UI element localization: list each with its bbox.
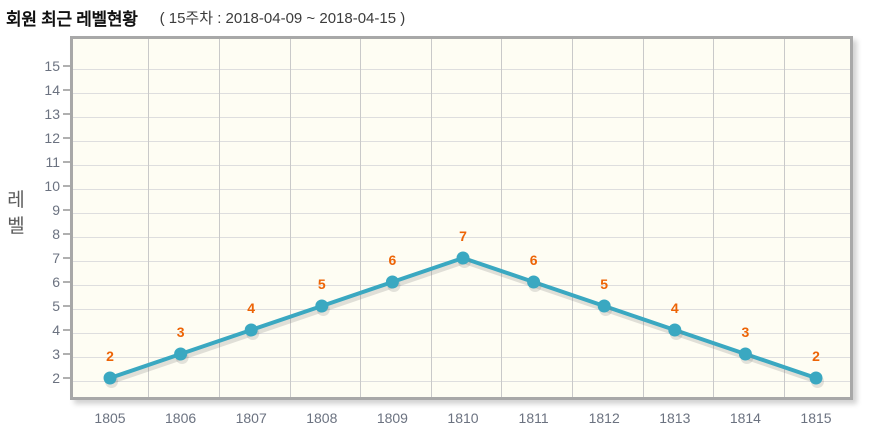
x-axis-tick-label: 1807 [235, 410, 267, 426]
gridline-vertical [430, 39, 432, 397]
y-axis-tick-label: 15 [44, 58, 60, 74]
chart-header: 회원 최근 레벨현황 ( 15주차 : 2018-04-09 ~ 2018-04… [0, 0, 879, 34]
gridline-vertical [289, 39, 291, 397]
y-axis-tick-label: 6 [52, 274, 60, 290]
x-axis-tick-label: 1814 [729, 410, 761, 426]
y-axis-tick-label: 7 [52, 250, 60, 266]
y-axis-tick-label: 3 [52, 346, 60, 362]
x-axis-tick-label: 1815 [800, 410, 832, 426]
gridline-vertical [360, 39, 362, 397]
x-axis-tick-label: 1809 [376, 410, 408, 426]
y-axis-tick-label: 11 [45, 154, 60, 170]
y-axis-tick-mark [63, 65, 70, 67]
gridline-vertical [501, 39, 503, 397]
data-point-label: 4 [670, 300, 679, 316]
gridline-vertical [571, 39, 573, 397]
y-axis-tick-mark [63, 377, 70, 379]
y-axis-tick-mark [63, 329, 70, 331]
y-axis-tick-mark [63, 281, 70, 283]
y-axis-tick-label: 5 [52, 298, 60, 314]
y-axis-title-char-1: 레 [7, 190, 25, 211]
x-axis-tick-label: 1811 [518, 410, 549, 426]
y-axis-tick-mark [63, 353, 70, 355]
x-axis-tick-label: 1808 [306, 410, 338, 426]
y-axis-tick-label: 12 [44, 130, 60, 146]
y-axis-tick-label: 14 [44, 82, 60, 98]
gridline-horizontal [73, 213, 850, 214]
gridline-horizontal [73, 381, 850, 382]
data-point-label: 3 [176, 324, 185, 340]
y-axis-tick-label: 2 [52, 370, 60, 386]
gridline-horizontal [73, 117, 850, 118]
y-axis-tick-mark [63, 137, 70, 139]
x-axis-tick-label: 1805 [94, 410, 126, 426]
y-axis-tick-mark [63, 89, 70, 91]
gridline-horizontal [73, 93, 850, 94]
data-point-label: 5 [600, 276, 609, 292]
chart-subtitle: ( 15주차 : 2018-04-09 ~ 2018-04-15 ) [159, 9, 406, 27]
y-axis-tick-mark [63, 233, 70, 235]
x-axis-tick-label: 1812 [588, 410, 620, 426]
y-axis-tick-label: 4 [52, 322, 60, 338]
data-point-label: 4 [247, 300, 256, 316]
gridline-vertical [642, 39, 644, 397]
y-axis-tick-mark [63, 113, 70, 115]
data-point-label: 6 [529, 252, 538, 268]
y-axis-tick-mark [63, 209, 70, 211]
gridline-vertical [218, 39, 220, 397]
y-axis-title: 레 벨 [2, 188, 30, 240]
gridline-vertical [783, 39, 785, 397]
y-axis-tick-mark [63, 257, 70, 259]
data-point-label: 2 [106, 348, 114, 364]
data-point-label: 2 [812, 348, 820, 364]
y-axis-tick-labels: 15 14 13 12 11 10 9 8 7 6 5 4 3 2 [28, 0, 60, 438]
gridline-horizontal [73, 69, 850, 70]
y-axis-tick-mark [63, 161, 70, 163]
x-axis-tick-label: 1813 [659, 410, 691, 426]
x-axis-tick-label: 1806 [165, 410, 197, 426]
y-axis-tick-label: 13 [44, 106, 60, 122]
gridline-horizontal [73, 165, 850, 166]
data-point-label: 7 [459, 228, 467, 244]
y-axis-tick-label: 10 [44, 178, 60, 194]
gridline-vertical [713, 39, 715, 397]
gridline-horizontal [73, 237, 850, 238]
y-axis-title-char-2: 벨 [7, 216, 25, 237]
x-axis-tick-label: 1810 [447, 410, 479, 426]
gridline-horizontal [73, 189, 850, 190]
y-axis-tick-label: 8 [52, 226, 60, 242]
data-point-label: 5 [317, 276, 326, 292]
y-axis-tick-mark [63, 305, 70, 307]
y-axis-tick-mark [63, 185, 70, 187]
data-point-label: 3 [741, 324, 750, 340]
page-title: 회원 최근 레벨현황 [6, 9, 138, 29]
gridline-vertical [148, 39, 150, 397]
gridline-horizontal [73, 141, 850, 142]
data-point-label: 6 [388, 252, 397, 268]
y-axis-tick-label: 9 [52, 202, 60, 218]
